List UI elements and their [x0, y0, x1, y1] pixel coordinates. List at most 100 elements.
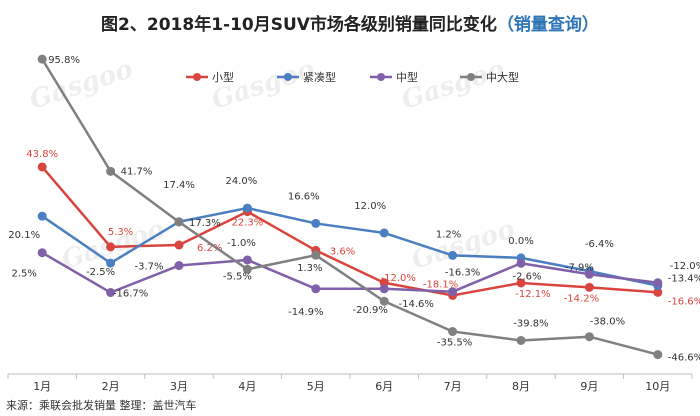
data-point [174, 240, 184, 250]
data-label: -2.5% [86, 267, 115, 278]
data-point [379, 296, 389, 306]
data-label: -16.6% [668, 296, 700, 307]
data-label: -2.6% [512, 271, 541, 282]
data-point [242, 264, 252, 274]
data-label: 2.5% [11, 269, 36, 280]
x-tick-label: 9月 [580, 380, 598, 393]
legend-swatch-marker [467, 73, 475, 81]
data-point [174, 261, 184, 271]
data-point [584, 282, 594, 292]
chart-title-main: 图2、2018年1-10月SUV市场各级别销量同比变化 [101, 15, 497, 35]
data-label: 43.8% [26, 149, 58, 160]
series-line [41, 166, 658, 297]
legend-label: 中大型 [486, 70, 519, 84]
legend-swatch-marker [377, 73, 385, 81]
data-label: -3.7% [134, 262, 163, 273]
data-point [37, 211, 47, 221]
data-point [37, 248, 47, 258]
data-label: 17.4% [163, 180, 195, 191]
data-label: -35.5% [437, 338, 472, 349]
series-line [41, 58, 659, 356]
data-label: -16.3% [445, 268, 480, 279]
legend-label: 紧凑型 [303, 70, 336, 84]
data-point [37, 162, 47, 172]
series-line [41, 251, 658, 294]
data-label: 95.8% [48, 55, 80, 66]
data-point [584, 269, 594, 279]
data-label: 3.6% [330, 246, 355, 257]
x-tick-label: 8月 [512, 380, 530, 393]
data-label: -39.8% [513, 318, 548, 329]
data-label: 5.3% [108, 227, 133, 238]
data-label: 1.2% [436, 229, 461, 240]
data-label: 16.6% [288, 191, 320, 202]
data-point [516, 258, 526, 268]
legend-swatch-marker [193, 73, 201, 81]
data-point [106, 288, 116, 298]
chart-title-sub-link[interactable]: （销量查询） [496, 15, 599, 35]
series-line [41, 206, 659, 287]
data-label: -13.4% [668, 274, 700, 285]
data-point [311, 250, 321, 260]
data-label: -14.9% [288, 307, 323, 318]
data-point [516, 278, 526, 288]
x-tick-label: 4月 [238, 380, 256, 393]
data-point [448, 287, 458, 297]
data-label: 1.3% [297, 263, 322, 274]
x-tick-label: 1月 [33, 380, 51, 393]
data-label: 41.7% [121, 166, 153, 177]
data-label: -38.0% [590, 317, 625, 328]
data-point [106, 242, 116, 252]
data-label: 17.3% [189, 218, 221, 229]
data-label: -20.9% [353, 305, 388, 316]
data-label: 20.1% [8, 230, 40, 241]
data-point [379, 284, 389, 294]
data-label: 22.3% [232, 218, 264, 229]
legend-swatch-marker [284, 73, 292, 81]
data-point [242, 255, 252, 265]
data-label: -18.1% [423, 279, 458, 290]
legend-label: 中型 [396, 70, 418, 84]
x-tick-label: 7月 [444, 380, 462, 393]
chart-title: 图2、2018年1-10月SUV市场各级别销量同比变化（销量查询） [0, 10, 700, 35]
data-label: -14.2% [564, 293, 599, 304]
data-point [653, 350, 663, 360]
x-tick-label: 3月 [170, 380, 188, 393]
data-label: 0.0% [508, 236, 533, 247]
data-point [584, 332, 594, 342]
data-label: -7.9% [565, 262, 594, 273]
data-label: -14.6% [399, 299, 434, 310]
data-label: -6.4% [585, 239, 614, 250]
data-point [516, 335, 526, 345]
legend-label: 小型 [212, 70, 234, 84]
data-label: -12.1% [515, 289, 550, 300]
data-point [653, 278, 663, 288]
data-point [448, 250, 458, 260]
data-label: 12.0% [354, 201, 386, 212]
data-label: -16.7% [113, 289, 148, 300]
data-point [379, 228, 389, 238]
data-point [448, 327, 458, 337]
data-point [242, 203, 252, 213]
data-label: 6.2% [197, 243, 222, 254]
data-label: -12.0% [670, 261, 700, 272]
data-point [37, 54, 47, 64]
data-point [106, 166, 116, 176]
data-point [311, 218, 321, 228]
data-point [106, 258, 116, 268]
data-label: -12.0% [381, 273, 416, 284]
data-label: -1.0% [227, 238, 256, 249]
data-label: -46.6% [668, 353, 700, 364]
source-note: 来源：乘联会批发销量 整理：盖世汽车 [6, 399, 197, 412]
x-tick-label: 2月 [102, 380, 120, 393]
data-label: -5.5% [223, 271, 252, 282]
x-tick-label: 5月 [307, 380, 325, 393]
x-tick-label: 10月 [645, 380, 670, 393]
data-point [311, 284, 321, 294]
data-label: 24.0% [226, 176, 258, 187]
x-tick-label: 6月 [375, 380, 393, 393]
data-point [174, 217, 184, 227]
data-point [653, 287, 663, 297]
